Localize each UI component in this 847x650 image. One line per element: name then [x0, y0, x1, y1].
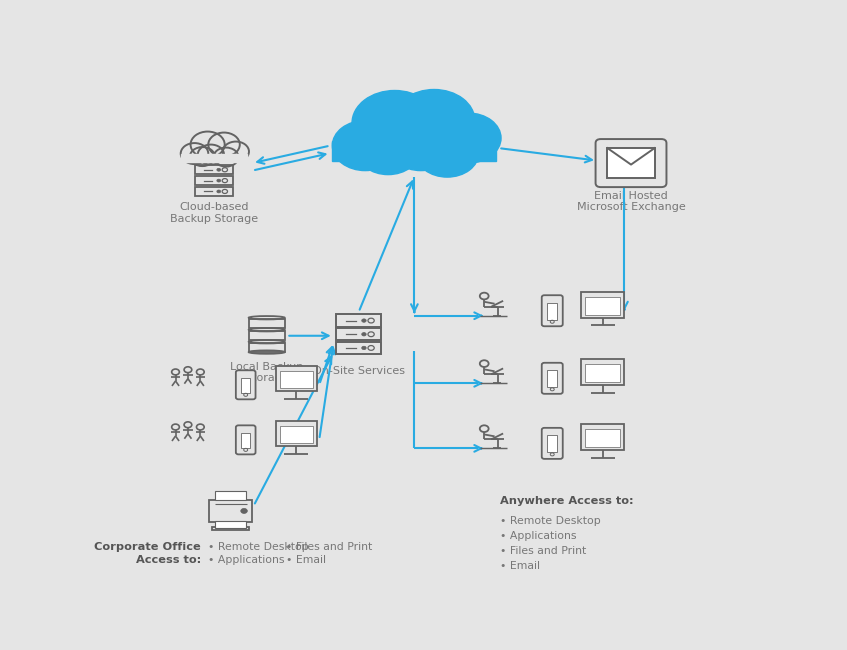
Bar [547, 436, 557, 452]
FancyBboxPatch shape [542, 428, 562, 459]
Circle shape [362, 333, 366, 336]
Circle shape [393, 90, 475, 151]
Text: • Applications: • Applications [208, 556, 284, 566]
Text: • Files and Print: • Files and Print [500, 546, 586, 556]
Text: • Applications: • Applications [500, 531, 576, 541]
Bar [336, 328, 381, 341]
Text: • Files and Print: • Files and Print [286, 543, 373, 552]
Text: Anywhere Access to:: Anywhere Access to: [500, 496, 634, 506]
Bar [336, 342, 381, 354]
Circle shape [362, 346, 366, 350]
Text: • Email: • Email [286, 556, 326, 566]
Bar [280, 426, 313, 443]
Bar [336, 315, 381, 327]
FancyBboxPatch shape [542, 363, 562, 394]
Circle shape [435, 113, 501, 163]
Bar [276, 367, 317, 391]
Bar [585, 296, 620, 315]
FancyBboxPatch shape [542, 295, 562, 326]
Bar [215, 491, 246, 500]
Circle shape [416, 129, 479, 177]
Text: Corporate Office: Corporate Office [94, 543, 201, 552]
Bar [195, 187, 233, 196]
Bar [195, 165, 233, 174]
Bar [195, 176, 233, 185]
Text: • Remote Desktop: • Remote Desktop [500, 516, 601, 526]
Bar [581, 424, 624, 450]
Bar [547, 370, 557, 387]
Bar [280, 371, 313, 388]
Bar [581, 292, 624, 318]
Circle shape [388, 120, 454, 170]
Text: On-Site Services: On-Site Services [313, 367, 405, 376]
Bar [276, 421, 317, 447]
Bar [212, 527, 249, 530]
Bar [581, 359, 624, 385]
Bar [249, 343, 285, 352]
Text: Access to:: Access to: [136, 556, 201, 566]
Bar [241, 378, 251, 393]
Circle shape [217, 168, 221, 171]
FancyBboxPatch shape [235, 425, 256, 454]
Bar [585, 364, 620, 382]
Bar [241, 433, 251, 448]
Bar [585, 430, 620, 447]
Bar [181, 154, 247, 162]
Circle shape [332, 120, 398, 170]
Bar [215, 521, 246, 528]
Text: • Email: • Email [500, 561, 540, 571]
Circle shape [357, 127, 419, 175]
FancyBboxPatch shape [595, 139, 667, 187]
Text: Local Backup
Storage: Local Backup Storage [230, 362, 303, 383]
Text: Email Hosted
Microsoft Exchange: Email Hosted Microsoft Exchange [577, 190, 685, 212]
Circle shape [352, 90, 437, 155]
Text: • Remote Desktop: • Remote Desktop [208, 543, 308, 552]
Bar [249, 332, 285, 340]
Text: Cloud-based
Backup Storage: Cloud-based Backup Storage [170, 202, 258, 224]
Circle shape [241, 508, 247, 514]
Bar [209, 500, 252, 522]
Circle shape [362, 319, 366, 322]
FancyBboxPatch shape [235, 370, 256, 399]
Bar [607, 148, 655, 178]
Bar [332, 140, 496, 161]
Circle shape [217, 190, 221, 193]
Bar [249, 319, 285, 328]
Circle shape [217, 179, 221, 182]
Bar [547, 303, 557, 320]
